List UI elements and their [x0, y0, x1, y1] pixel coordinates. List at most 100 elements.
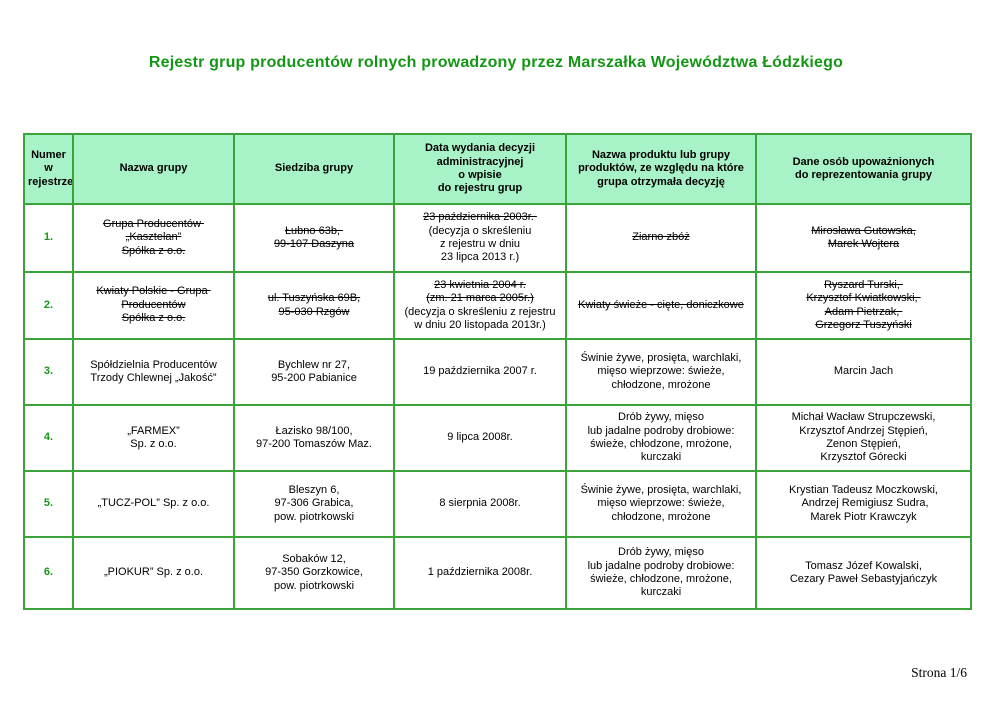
table-row: 2. Kwiaty Polskie - Grupa Producentów Spół… [23, 271, 972, 340]
registry-table: Numer w rejestrze Nazwa grupy Siedziba grup… [23, 133, 972, 610]
cell-line: świeże, chłodzone, mrożone, [590, 573, 732, 585]
product-name-cell: Drób żywy, mięso lub jadalne podroby drob… [565, 404, 757, 472]
cell-line: Marcin Jach [833, 365, 894, 378]
cell-line: Nazwa produktu lub grupy [591, 148, 731, 161]
cell-line: Marek Wojtera [827, 238, 900, 250]
cell-line: Spółdzielnia Producentów [90, 358, 217, 371]
cell-line: Ziarno zbóż [632, 231, 690, 244]
cell-line: 23 października 2003r. [423, 211, 537, 224]
cell-line: z rejestru w dniu [439, 238, 521, 250]
cell-line: Krzysztof Górecki [820, 451, 907, 464]
register-number-cell: 4. [23, 404, 74, 472]
cell-line: Drób żywy, mięso [618, 546, 704, 559]
cell-line: Sp. z o.o. [130, 438, 177, 450]
cell-line: Nazwa grupy [119, 162, 188, 175]
cell-line: Tomasz Józef Kowalski, [805, 559, 922, 572]
cell-line: Sobaków 12, [282, 552, 346, 565]
decision-date-cell: 9 lipca 2008r. [393, 404, 567, 472]
decision-date-cell: 1 października 2008r. [393, 536, 567, 610]
cell-line: Bleszyn 6, [288, 483, 340, 496]
cell-line: Drób żywy, mięso [618, 411, 704, 424]
register-number-cell: 6. [23, 536, 74, 610]
cell-line: Kwiaty świeże - cięte, doniczkowe [578, 298, 744, 311]
cell-line: Trzody Chlewnej „Jakość” [90, 372, 217, 384]
cell-line: Dane osób upoważnionych [792, 155, 935, 168]
cell-line: lub jadalne podroby drobiowe: [587, 424, 735, 437]
group-seat-cell: Bychlew nr 27, 95-200 Pabianice [233, 338, 395, 406]
cell-line: do reprezentowania grupy [795, 169, 932, 181]
table-row: 3. Spółdzielnia Producentów Trzody Chlewne… [23, 338, 972, 406]
group-name-cell: Kwiaty Polskie - Grupa Producentów Spółka… [72, 271, 235, 340]
group-seat-cell: Łubno 63b, 99-107 Daszyna [233, 203, 395, 273]
cell-line: Grupa Producentów [103, 217, 204, 230]
cell-line: Łubno 63b, [284, 224, 344, 237]
cell-line: Producentów [121, 298, 186, 311]
cell-line: Cezary Paweł Sebastyjańczyk [789, 573, 938, 585]
authorized-persons-cell: Krystian Tadeusz Moczkowski, Andrzej Rem… [755, 470, 972, 538]
cell-line: do rejestru grup [437, 182, 523, 195]
cell-line: 1. [43, 231, 54, 244]
cell-line: 99-107 Daszyna [273, 238, 355, 250]
decision-date-cell: 8 sierpnia 2008r. [393, 470, 567, 538]
cell-line: pow. piotrkowski [273, 579, 355, 592]
cell-line: kurczaki [640, 586, 682, 599]
column-header-group-name: Nazwa grupy [72, 133, 235, 205]
table-row: 4. „FARMEX” Sp. z o.o. Łazisko 98/100, 97-20… [23, 404, 972, 472]
cell-line: o wpisie [458, 169, 502, 181]
authorized-persons-cell: Ryszard Turski, Krzysztof Kwiatkowski, A… [755, 271, 972, 340]
table-row: 6. „PIOKUR” Sp. z o.o. Sobaków 12, 97-350 G… [23, 536, 972, 610]
cell-line: administracyjnej [436, 155, 524, 168]
register-number-cell: 3. [23, 338, 74, 406]
cell-line: „PIOKUR” Sp. z o.o. [103, 566, 204, 579]
cell-line: 97-200 Tomaszów Maz. [256, 438, 372, 450]
cell-line: 97-350 Gorzkowice, [265, 566, 363, 579]
cell-line: Świnie żywe, prosięta, warchlaki, [580, 483, 742, 496]
register-number-cell: 5. [23, 470, 74, 538]
authorized-persons-cell: Michał Wacław Strupczewski, Krzysztof And… [755, 404, 972, 472]
group-seat-cell: Łazisko 98/100, 97-200 Tomaszów Maz. [233, 404, 395, 472]
product-name-cell: Świnie żywe, prosięta, warchlaki, mięso w… [565, 470, 757, 538]
page-title: Rejestr grup producentów rolnych prowadz… [148, 54, 844, 71]
cell-line: Data wydania decyzji [424, 142, 536, 155]
authorized-persons-cell: Tomasz Józef Kowalski, Cezary Paweł Sebas… [755, 536, 972, 610]
product-name-cell: Kwiaty świeże - cięte, doniczkowe [565, 271, 757, 340]
cell-line: chłodzone, mrożone [611, 378, 711, 391]
cell-line: grupa otrzymała decyzję [597, 175, 725, 188]
table-row: 1. Grupa Producentów „Kasztelan” Spółka z … [23, 203, 972, 273]
cell-line: 95-200 Pabianice [271, 372, 357, 384]
cell-line: Michał Wacław Strupczewski, [791, 411, 936, 424]
cell-line: w dniu 20 listopada 2013r.) [414, 318, 546, 331]
cell-line: Numer w [31, 148, 69, 175]
group-name-cell: „PIOKUR” Sp. z o.o. [72, 536, 235, 610]
cell-line: 97-306 Grabica, [274, 497, 354, 510]
cell-line: 5. [43, 497, 54, 510]
cell-line: Ryszard Turski, [824, 278, 903, 291]
cell-line: Marek Piotr Krawczyk [810, 510, 917, 523]
cell-line: 2. [43, 298, 54, 311]
page-number: Strona 1/6 [911, 665, 967, 680]
cell-line: ul. Tuszyńska 69B, [267, 292, 361, 305]
column-header-decision-date: Data wydania decyzji administracyjnej o wp… [393, 133, 567, 205]
cell-line: Spółka z o.o. [121, 244, 186, 257]
group-seat-cell: Sobaków 12, 97-350 Gorzkowice, pow. piotrk… [233, 536, 395, 610]
cell-line: 6. [43, 566, 54, 579]
cell-line: Andrzej Remigiusz Sudra, [798, 497, 929, 510]
cell-line: „TUCZ-POL” Sp. z o.o. [97, 497, 210, 510]
cell-line: (decyzja o skreśleniu z rejestru [404, 305, 556, 318]
cell-line: rejestrze [28, 175, 73, 188]
cell-line: Mirosława Gutowska, [811, 224, 916, 237]
column-header-group-seat: Siedziba grupy [233, 133, 395, 205]
cell-line: 9 lipca 2008r. [447, 431, 513, 444]
cell-line: Zenon Stępień, [826, 438, 901, 450]
cell-line: Łazisko 98/100, [275, 424, 353, 437]
decision-date-cell: 23 października 2003r. (decyzja o skreśl… [393, 203, 567, 273]
register-number-cell: 2. [23, 271, 74, 340]
cell-line: „Kasztelan” [125, 231, 182, 244]
group-name-cell: „FARMEX” Sp. z o.o. [72, 404, 235, 472]
cell-line: Krystian Tadeusz Moczkowski, [789, 483, 938, 496]
cell-line: kurczaki [640, 451, 682, 464]
cell-line: produktów, ze względu na które [578, 162, 744, 175]
cell-line: Grzegorz Tuszyński [815, 318, 912, 331]
cell-line: mięso wieprzowe: świeże, [597, 497, 725, 510]
